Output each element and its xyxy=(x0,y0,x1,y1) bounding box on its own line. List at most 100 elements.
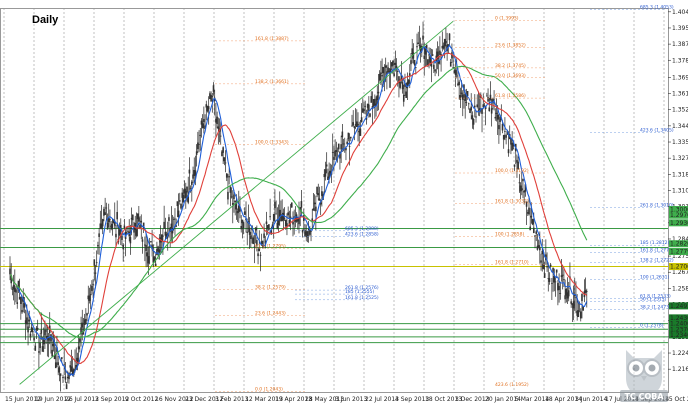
price-candle xyxy=(30,326,33,333)
price-candle xyxy=(73,369,75,375)
price-candle xyxy=(14,287,16,292)
price-candle xyxy=(500,118,503,121)
price-candle xyxy=(518,182,521,184)
price-candle xyxy=(65,384,68,390)
price-candle xyxy=(339,151,341,159)
price-candle xyxy=(402,94,405,102)
price-candle xyxy=(304,229,306,237)
y-tick-label: 1.2670 xyxy=(672,269,688,276)
price-candle xyxy=(71,369,74,375)
x-tick-label: 5 Mar 2014 xyxy=(515,396,549,403)
price-candle xyxy=(110,225,112,228)
price-candle xyxy=(306,231,309,238)
price-candle xyxy=(139,224,141,230)
price-candle xyxy=(205,104,208,108)
x-tick-label: 3 Jun 2014 xyxy=(575,396,607,403)
price-candle xyxy=(270,230,273,235)
price-candle xyxy=(103,208,105,216)
price-candle xyxy=(240,225,242,230)
price-candle xyxy=(174,218,176,220)
price-candle xyxy=(154,263,157,267)
fib-label: 50 (1.2515) xyxy=(640,297,667,303)
price-candle xyxy=(398,76,400,84)
svg-text:ТС СОВА: ТС СОВА xyxy=(624,392,664,401)
price-candle xyxy=(68,372,70,380)
price-box-label: 1.2700 xyxy=(670,264,688,271)
y-tick-label: 1.3870 xyxy=(672,41,688,48)
price-candle xyxy=(216,116,218,125)
price-candle xyxy=(53,354,56,360)
price-candle xyxy=(91,285,93,291)
y-tick-label: 1.3695 xyxy=(672,74,688,81)
price-candle xyxy=(488,107,491,112)
trend-line xyxy=(19,20,454,385)
price-candle xyxy=(396,70,399,72)
price-box xyxy=(669,302,688,310)
price-candle xyxy=(281,214,283,222)
price-candle xyxy=(482,104,485,108)
fib-label: 138.2 (1.2722) xyxy=(640,257,674,263)
price-candle xyxy=(451,52,453,59)
fib-label: 185 (1.2812) xyxy=(640,240,670,246)
price-candle xyxy=(194,170,197,176)
price-candle xyxy=(534,235,536,237)
price-candle xyxy=(236,211,239,214)
price-candle xyxy=(290,202,293,208)
price-candle xyxy=(288,220,291,227)
price-candle xyxy=(280,216,282,222)
price-candle xyxy=(170,223,173,230)
price-box-label: 1.2930 xyxy=(670,220,688,227)
price-candle xyxy=(352,122,354,126)
fib-label: 38.2 (1.2473) xyxy=(640,305,671,311)
price-candle xyxy=(440,54,442,55)
price-candle xyxy=(185,191,187,199)
price-candle xyxy=(222,147,224,153)
fib-label: 423.6 (1.1952) xyxy=(495,382,529,388)
price-candle xyxy=(111,223,114,230)
price-candle xyxy=(24,320,27,324)
price-candle xyxy=(424,47,427,55)
plot-area xyxy=(0,8,669,393)
price-candle xyxy=(408,73,411,76)
price-candle xyxy=(345,147,347,151)
price-candle xyxy=(309,230,311,235)
price-candle xyxy=(50,334,52,342)
price-candle xyxy=(289,216,292,218)
price-candle xyxy=(283,218,286,219)
price-candle xyxy=(471,115,474,120)
price-candle xyxy=(572,301,575,309)
price-box xyxy=(669,211,688,219)
price-candle xyxy=(284,219,287,227)
x-tick-label: 18 Apr 2014 xyxy=(545,396,582,403)
price-candle xyxy=(15,289,17,293)
fib-label: 23.6 (1.2443) xyxy=(255,310,286,316)
price-candle xyxy=(356,121,358,128)
price-candle xyxy=(223,157,226,162)
price-candle xyxy=(64,376,67,380)
price-candle xyxy=(563,279,565,281)
price-candle xyxy=(380,72,382,75)
price-candle xyxy=(278,209,281,218)
price-candle xyxy=(584,290,587,293)
price-candle xyxy=(200,120,203,125)
price-candle xyxy=(447,44,450,48)
price-candle xyxy=(405,91,407,98)
price-box xyxy=(669,219,688,227)
price-candle xyxy=(274,201,276,209)
x-tick-label: 3 Feb 2013 xyxy=(215,396,249,403)
price-candle xyxy=(45,330,47,332)
y-tick-label: 1.2245 xyxy=(672,350,688,357)
price-candle xyxy=(146,252,149,257)
price-candle xyxy=(51,349,53,357)
price-candle xyxy=(162,235,164,237)
fib-label: 38.2 (1.3745) xyxy=(495,63,526,69)
fib-label: 261.8 (1.3010) xyxy=(640,203,674,209)
price-candle xyxy=(318,198,321,201)
price-candle xyxy=(546,266,548,268)
price-candle xyxy=(431,54,434,56)
x-tick-label: 18 Oct 2013 xyxy=(425,396,462,403)
price-candle xyxy=(89,294,92,296)
price-candle xyxy=(187,195,190,203)
price-candle xyxy=(52,343,55,347)
price-candle xyxy=(295,214,298,222)
